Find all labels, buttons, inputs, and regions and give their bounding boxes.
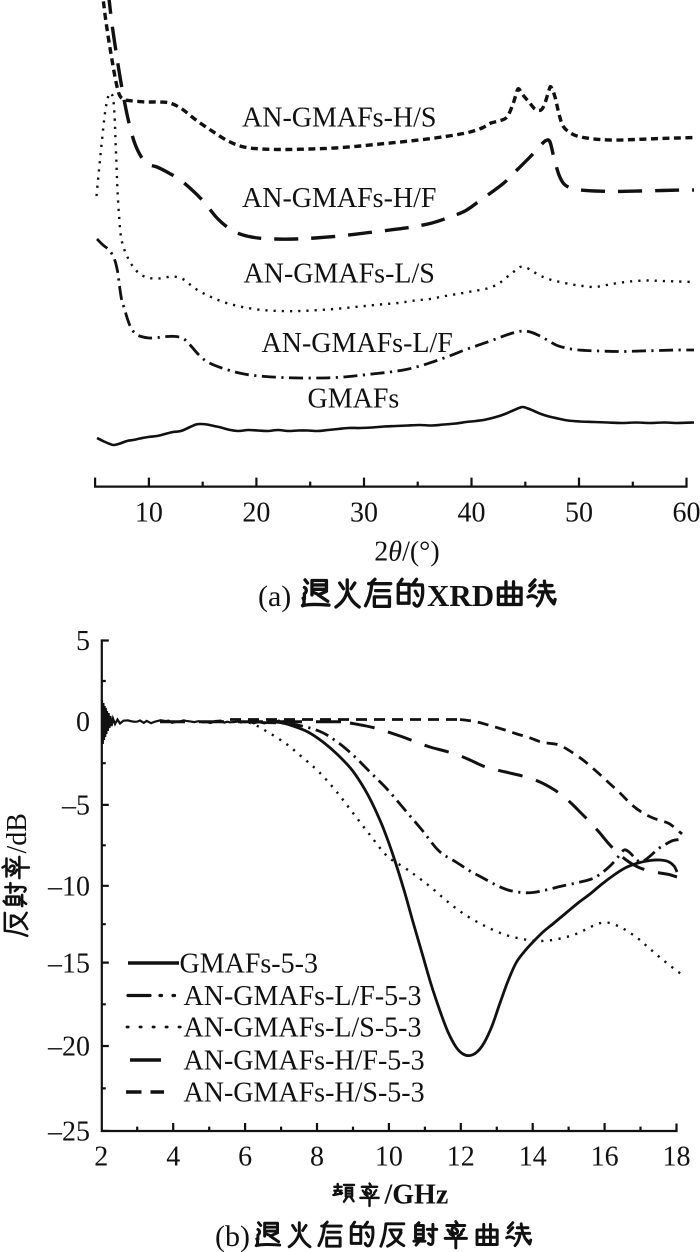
svg-text:30: 30 — [350, 497, 378, 528]
svg-text:AN-GMAFs-H/S-5-3: AN-GMAFs-H/S-5-3 — [184, 1078, 425, 1109]
svg-text:(b): (b) — [215, 1220, 250, 1252]
svg-text:GMAFs-5-3: GMAFs-5-3 — [180, 949, 318, 980]
svg-text:10: 10 — [135, 497, 163, 528]
svg-text:18: 18 — [663, 1142, 691, 1173]
svg-text:–10: –10 — [47, 872, 90, 903]
svg-text:AN-GMAFs-H/F: AN-GMAFs-H/F — [242, 183, 436, 214]
svg-text:–15: –15 — [47, 948, 90, 979]
svg-text:5: 5 — [76, 626, 90, 657]
svg-text:10: 10 — [375, 1142, 403, 1173]
svg-text:–20: –20 — [47, 1032, 90, 1063]
svg-text:AN-GMAFs-L/F-5-3: AN-GMAFs-L/F-5-3 — [184, 981, 422, 1012]
svg-text:–5: –5 — [61, 791, 90, 822]
svg-text:2θ/(°): 2θ/(°) — [374, 537, 439, 568]
svg-text:XRD: XRD — [427, 578, 494, 613]
svg-text:12: 12 — [447, 1142, 475, 1173]
svg-text:AN-GMAFs-H/S: AN-GMAFs-H/S — [242, 103, 436, 134]
svg-text:/GHz: /GHz — [384, 1180, 449, 1211]
svg-text:60: 60 — [673, 497, 700, 528]
svg-text:(a): (a) — [258, 580, 291, 613]
svg-text:AN-GMAFs-L/S: AN-GMAFs-L/S — [244, 259, 435, 290]
svg-text:14: 14 — [519, 1142, 547, 1173]
svg-text:/dB: /dB — [2, 813, 33, 853]
svg-text:AN-GMAFs-H/F-5-3: AN-GMAFs-H/F-5-3 — [184, 1046, 425, 1077]
svg-text:6: 6 — [238, 1142, 252, 1173]
svg-text:4: 4 — [166, 1142, 180, 1173]
svg-text:8: 8 — [310, 1142, 324, 1173]
svg-text:20: 20 — [242, 497, 270, 528]
svg-text:AN-GMAFs-L/S-5-3: AN-GMAFs-L/S-5-3 — [184, 1013, 422, 1044]
svg-text:40: 40 — [458, 497, 486, 528]
svg-text:16: 16 — [591, 1142, 619, 1173]
svg-text:AN-GMAFs-L/F: AN-GMAFs-L/F — [262, 328, 453, 359]
svg-text:2: 2 — [94, 1142, 108, 1173]
svg-text:0: 0 — [76, 707, 90, 738]
svg-text:–25: –25 — [47, 1117, 90, 1148]
svg-text:50: 50 — [565, 497, 593, 528]
svg-text:GMAFs: GMAFs — [308, 384, 400, 415]
